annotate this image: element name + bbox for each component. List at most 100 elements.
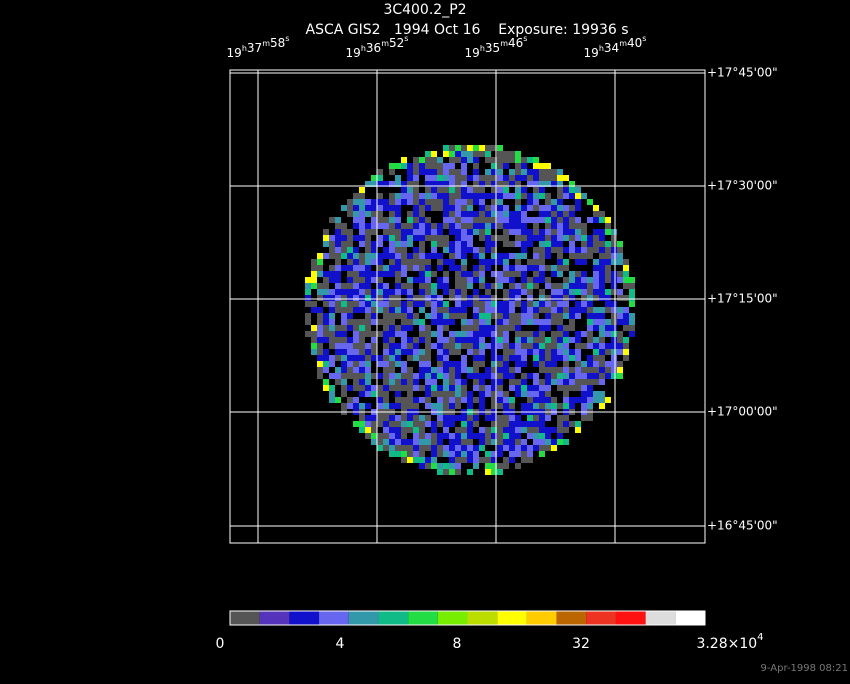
pixel (329, 259, 335, 265)
coordinate-grid: 19h37m58s19h36m52s19h35m46s19h34m40s+17°… (227, 34, 778, 543)
pixel (431, 187, 437, 193)
pixel (449, 289, 455, 295)
ra-unit: s (404, 34, 408, 43)
pixel (593, 211, 599, 217)
pixel (395, 433, 401, 439)
pixel (419, 397, 425, 403)
pixel (389, 319, 395, 325)
pixel (575, 217, 581, 223)
pixel (479, 235, 485, 241)
pixel (569, 373, 575, 379)
pixel (515, 391, 521, 397)
pixel (599, 373, 605, 379)
pixel (545, 421, 551, 427)
pixel (467, 253, 473, 259)
pixel (437, 181, 443, 187)
pixel (359, 307, 365, 313)
pixel (401, 361, 407, 367)
pixel (431, 415, 437, 421)
pixel (533, 247, 539, 253)
pixel (563, 187, 569, 193)
pixel (305, 325, 311, 331)
pixel (515, 397, 521, 403)
pixel (329, 367, 335, 373)
pixel (569, 229, 575, 235)
pixel (437, 217, 443, 223)
pixel (485, 445, 491, 451)
pixel (407, 205, 413, 211)
pixel (413, 193, 419, 199)
pixel (563, 439, 569, 445)
pixel (437, 391, 443, 397)
pixel (431, 151, 437, 157)
pixel (509, 163, 515, 169)
colorbar-swatch (497, 611, 527, 625)
pixel (485, 151, 491, 157)
pixel (587, 403, 593, 409)
pixel (407, 211, 413, 217)
pixel (419, 325, 425, 331)
pixel (335, 271, 341, 277)
pixel (485, 319, 491, 325)
pixel (485, 271, 491, 277)
pixel (443, 349, 449, 355)
pixel (491, 427, 497, 433)
pixel (413, 367, 419, 373)
pixel (545, 439, 551, 445)
pixel (551, 427, 557, 433)
pixel (437, 421, 443, 427)
pixel (461, 421, 467, 427)
pixel (371, 199, 377, 205)
pixel (479, 337, 485, 343)
colorbar: 0 4 8 32 3.28×104 (216, 610, 764, 652)
pixel (557, 307, 563, 313)
pixel (389, 415, 395, 421)
pixel (401, 223, 407, 229)
pixel (353, 379, 359, 385)
pixel (515, 445, 521, 451)
pixel (455, 283, 461, 289)
pixel (449, 247, 455, 253)
pixel (419, 265, 425, 271)
pixel (425, 289, 431, 295)
pixel (437, 241, 443, 247)
pixel (401, 379, 407, 385)
pixel (437, 337, 443, 343)
pixel (581, 331, 587, 337)
pixel (401, 271, 407, 277)
pixel (575, 361, 581, 367)
pixel (569, 301, 575, 307)
pixel (545, 385, 551, 391)
pixel (467, 217, 473, 223)
pixel (449, 169, 455, 175)
pixel (341, 253, 347, 259)
pixel (449, 193, 455, 199)
pixel (569, 379, 575, 385)
pixel (545, 391, 551, 397)
pixel (401, 373, 407, 379)
pixel (311, 289, 317, 295)
pixel (629, 337, 635, 343)
pixel (365, 241, 371, 247)
pixel (323, 289, 329, 295)
pixel (455, 319, 461, 325)
pixel (419, 337, 425, 343)
ra-unit: m (500, 39, 508, 48)
pixel (437, 295, 443, 301)
pixel (317, 307, 323, 313)
pixel (383, 193, 389, 199)
pixel (419, 199, 425, 205)
pixel (359, 415, 365, 421)
pixel (389, 445, 395, 451)
pixel (461, 355, 467, 361)
pixel (317, 319, 323, 325)
pixel (389, 169, 395, 175)
pixel (545, 217, 551, 223)
pixel (467, 373, 473, 379)
pixel (491, 229, 497, 235)
pixel (407, 283, 413, 289)
pixel (425, 451, 431, 457)
pixel (539, 253, 545, 259)
pixel (473, 271, 479, 277)
pixel (617, 373, 623, 379)
